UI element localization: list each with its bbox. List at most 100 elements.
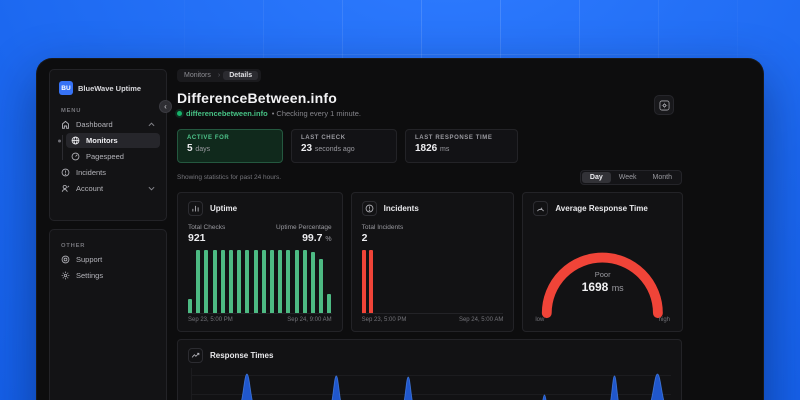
uptime-bar (220, 250, 225, 313)
response-times-chart (188, 368, 671, 400)
trend-line-icon (188, 348, 203, 363)
breadcrumb-details[interactable]: Details (223, 71, 259, 80)
sidebar-item-label: Pagespeed (86, 152, 124, 161)
sidebar-item-pagespeed[interactable]: Pagespeed (66, 149, 160, 164)
toggle-day[interactable]: Day (581, 172, 611, 183)
gauge-high-label: high (658, 317, 670, 323)
page-title: DifferenceBetween.info (177, 90, 337, 106)
uptime-bar (286, 250, 291, 313)
uptime-card: Uptime Total Checks 921 Uptime Percentag… (177, 192, 343, 332)
stat-card-active-for: ACTIVE FOR 5 days (177, 129, 283, 163)
card-title: Response Times (210, 351, 274, 360)
main-content: Monitors › Details DifferenceBetween.inf… (177, 59, 683, 400)
gauge-arc (542, 252, 664, 319)
chart-gridline (191, 394, 671, 395)
stat-label: LAST CHECK (301, 135, 346, 141)
check-interval-note: • Checking every 1 minute. (271, 109, 362, 118)
globe-icon (71, 136, 80, 145)
toggle-week[interactable]: Week (618, 174, 637, 181)
chevron-up-icon[interactable] (148, 122, 155, 127)
stat-card-last-check: LAST CHECK 23 seconds ago (291, 129, 397, 163)
uptime-bar (278, 250, 283, 313)
gauge-icon (533, 201, 549, 216)
chevron-right-icon: › (217, 72, 221, 79)
uptime-bar (237, 250, 242, 313)
sidebar-item-monitors[interactable]: Monitors (66, 133, 160, 148)
breadcrumb-monitors[interactable]: Monitors (184, 72, 211, 79)
uptime-bar (302, 250, 307, 313)
lifebuoy-icon (61, 255, 70, 264)
total-checks: Total Checks 921 (188, 224, 226, 244)
monitor-url[interactable]: differencebetween.info (186, 109, 268, 118)
sidebar-item-settings[interactable]: Settings (56, 268, 160, 283)
monitor-status-row: differencebetween.info • Checking every … (177, 109, 683, 118)
breadcrumb: Monitors › Details (177, 69, 262, 82)
charts-row: Uptime Total Checks 921 Uptime Percentag… (177, 192, 683, 332)
stat-suffix: seconds ago (314, 146, 355, 153)
app-window: BU BlueWave Uptime MENU Dashboard Monito… (36, 58, 764, 400)
stat-suffix: ms (440, 146, 450, 153)
menu-section-label: MENU (61, 108, 82, 114)
uptime-bar (229, 250, 234, 313)
sidebar-menu-panel: BU BlueWave Uptime MENU Dashboard Monito… (49, 69, 167, 221)
response-times-card: Response Times (177, 339, 682, 400)
uptime-bar (319, 259, 324, 313)
statistics-note: Showing statistics for past 24 hours. (177, 174, 282, 181)
uptime-axis-labels: Sep 23, 5:00 PM Sep 24, 9:00 AM (188, 317, 332, 323)
stat-label: LAST RESPONSE TIME (415, 135, 493, 141)
sidebar-item-support[interactable]: Support (56, 252, 160, 267)
uptime-bar-chart (188, 250, 332, 314)
status-dot-icon (177, 111, 182, 116)
sidebar-item-label: Settings (76, 271, 104, 280)
filter-row: Showing statistics for past 24 hours. Da… (177, 170, 682, 185)
response-time-gauge: Poor 1698 ms low high (533, 224, 672, 323)
total-incidents: Total Incidents 2 (361, 224, 404, 244)
sidebar-item-incidents[interactable]: Incidents (56, 165, 160, 180)
chart-axis-line (191, 368, 192, 400)
stat-value: 5 (187, 143, 193, 154)
sidebar-item-label: Account (76, 184, 104, 193)
configure-monitor-button[interactable] (654, 95, 674, 115)
incident-bar (368, 250, 373, 313)
brand-logo: BU BlueWave Uptime (59, 81, 157, 95)
incidents-bar-chart (361, 250, 504, 314)
average-response-time-card: Average Response Time Poor 1698 ms low h… (522, 192, 683, 332)
gear-icon (61, 271, 70, 280)
speedometer-icon (71, 152, 80, 161)
sidebar-item-account[interactable]: Account (56, 181, 160, 196)
home-icon (62, 120, 69, 129)
uptime-bar (188, 299, 192, 313)
card-title: Average Response Time (555, 204, 648, 213)
stat-value: 23 (301, 143, 313, 154)
uptime-bar (253, 250, 258, 313)
stat-suffix: days (195, 146, 211, 153)
gauge-status: Poor (594, 270, 611, 279)
incident-bar (361, 250, 366, 313)
gauge-value: 1698 ms (581, 280, 624, 294)
time-range-toggle: Day Week Month (579, 170, 682, 185)
stat-cards-row: ACTIVE FOR 5 days LAST CHECK 23 seconds … (177, 129, 683, 163)
uptime-bar (311, 251, 316, 313)
uptime-bar (245, 250, 250, 313)
logo-badge: BU (59, 81, 73, 95)
uptime-bar (204, 250, 209, 313)
uptime-bar (270, 250, 275, 313)
brand-name: BlueWave Uptime (78, 83, 142, 93)
sidebar-item-label: Dashboard (76, 120, 113, 129)
chevron-down-icon[interactable] (148, 186, 155, 191)
sidebar-collapse-button[interactable]: ‹ (159, 100, 172, 113)
chart-gridline (191, 375, 671, 376)
uptime-bar (196, 250, 201, 313)
uptime-bar (261, 250, 266, 313)
toggle-month[interactable]: Month (652, 174, 672, 181)
incidents-card: Incidents Total Incidents 2 Sep 23, 5:00… (350, 192, 515, 332)
alert-circle-icon (61, 168, 70, 177)
uptime-bar (212, 250, 217, 313)
stat-label: ACTIVE FOR (187, 135, 230, 141)
sidebar-item-dashboard[interactable]: Dashboard (56, 117, 160, 132)
gauge-low-label: low (535, 317, 545, 323)
sidebar-item-label: Monitors (86, 136, 118, 145)
sidebar-item-label: Support (76, 255, 103, 264)
incidents-axis-labels: Sep 23, 5:00 PM Sep 24, 5:00 AM (361, 317, 504, 323)
uptime-bar (294, 250, 299, 313)
